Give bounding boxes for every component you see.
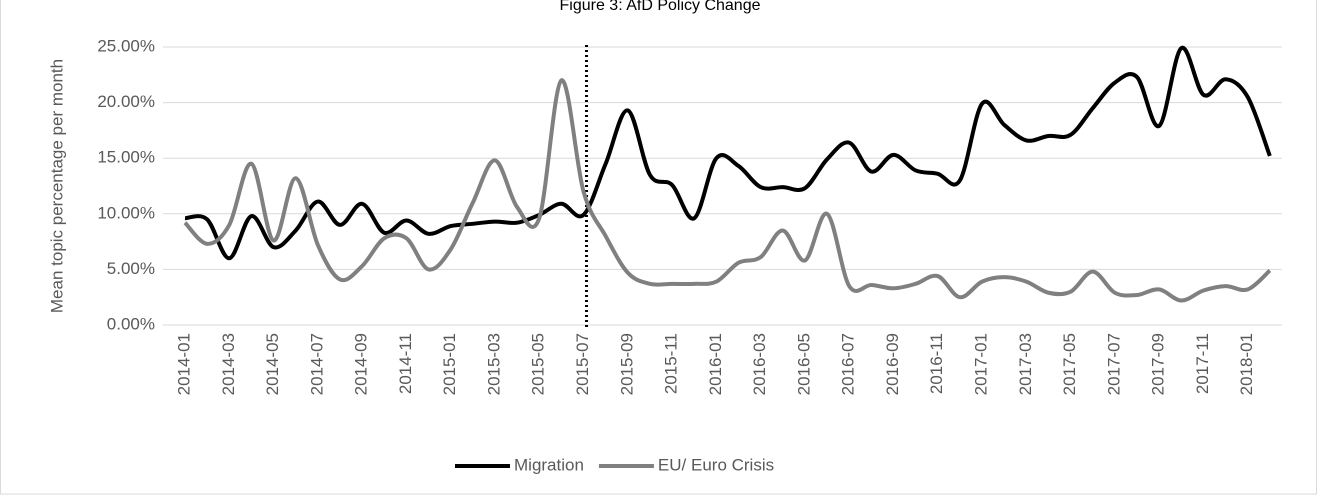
line-series — [184, 46, 1272, 261]
x-tick-label: 2014-01 — [174, 333, 193, 395]
x-tick-label: 2014-09 — [352, 333, 371, 395]
y-axis-label: Mean topic percentage per month — [47, 59, 66, 313]
x-tick-label: 2017-07 — [1104, 333, 1123, 395]
x-tick-label: 2015-03 — [484, 333, 503, 395]
x-tick-label: 2016-03 — [750, 333, 769, 395]
y-tick-label: 25.00% — [97, 36, 155, 55]
x-tick-label: 2015-01 — [440, 333, 459, 395]
x-tick-label: 2017-01 — [972, 333, 991, 395]
y-tick-label: 0.00% — [107, 314, 155, 333]
y-tick-label: 5.00% — [107, 259, 155, 278]
x-tick-label: 2015-09 — [617, 333, 636, 395]
x-tick-label: 2017-09 — [1149, 333, 1168, 395]
line-series — [183, 78, 1272, 303]
legend-label: EU/ Euro Crisis — [658, 455, 774, 474]
x-tick-label: 2015-07 — [573, 333, 592, 395]
x-tick-label: 2016-05 — [794, 333, 813, 395]
x-tick-label: 2017-11 — [1193, 333, 1212, 394]
x-tick-label: 2016-07 — [839, 333, 858, 395]
x-tick-label: 2014-05 — [263, 333, 282, 395]
x-tick-label: 2014-11 — [396, 333, 415, 394]
x-tick-label: 2018-01 — [1237, 333, 1256, 395]
x-tick-label: 2016-01 — [706, 333, 725, 395]
x-tick-label: 2014-07 — [307, 333, 326, 395]
x-tick-label: 2015-11 — [662, 333, 681, 394]
x-tick-label: 2017-05 — [1060, 333, 1079, 395]
legend-label: Migration — [514, 455, 584, 474]
y-tick-label: 20.00% — [97, 92, 155, 111]
x-tick-label: 2017-03 — [1016, 333, 1035, 395]
x-tick-label: 2016-09 — [883, 333, 902, 395]
chart-title: Figure 3: AfD Policy Change — [560, 0, 761, 14]
x-tick-label: 2016-11 — [927, 333, 946, 394]
y-tick-label: 10.00% — [97, 203, 155, 222]
x-tick-label: 2015-05 — [529, 333, 548, 395]
x-tick-label: 2014-03 — [219, 333, 238, 395]
y-tick-label: 15.00% — [97, 148, 155, 167]
